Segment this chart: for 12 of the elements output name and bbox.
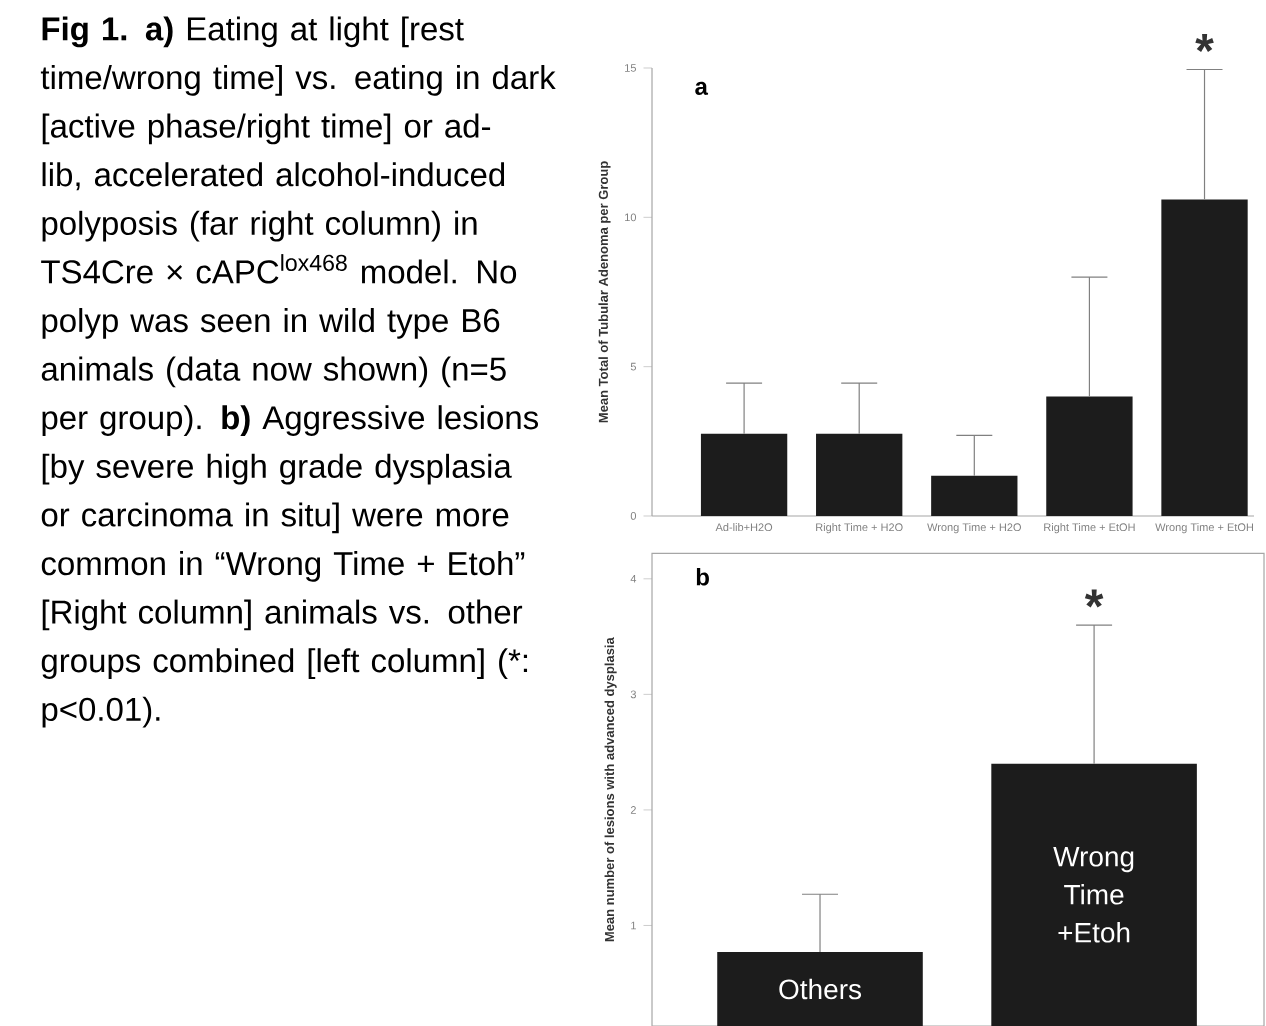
annotation: *	[1084, 589, 1104, 608]
x-tick-label: Others	[779, 978, 862, 1000]
bar	[700, 433, 788, 516]
bar	[931, 475, 1018, 516]
annotation: *	[1195, 34, 1214, 52]
x-tick-label: Wrong Time +Etoh	[1053, 847, 1134, 943]
text: Fig 1. a) Eating at light [rest time/wrong time] vs. eating in dark [active phase/right time] or ad-lib, accelerated alcohol-induced polyposis (far right column) in TS4Cre × cAPC$^{lox468}$ model. No polyp was seen in wild type B6 animals (data now shown) (n=5 per group). b) Aggressive lesions [by severe high grade dysplasia or carcinoma in situ] were more common in “Wrong Time + Etoh” [Right column] animals vs. other groups combined [left column] (*: p<0.01).	[40, 16, 556, 728]
annotation: a	[695, 81, 709, 95]
bar	[1161, 199, 1248, 516]
annotation: b	[696, 567, 709, 586]
bar	[816, 433, 903, 516]
bar	[1046, 396, 1133, 516]
